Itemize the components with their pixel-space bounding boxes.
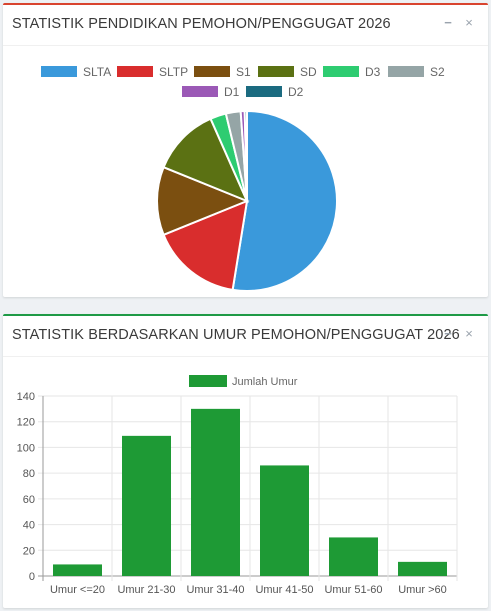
- legend-swatch-sd: [258, 66, 294, 77]
- y-tick-label: 0: [29, 571, 35, 583]
- pie-slice-d2: [243, 109, 248, 202]
- legend-label-jumlah-umur: Jumlah Umur: [232, 376, 298, 388]
- y-tick-label: 80: [23, 468, 35, 480]
- x-tick-label: Umur 31-40: [186, 584, 244, 596]
- y-tick-label: 120: [17, 417, 35, 429]
- education-pie-chart: SLTA SLTP S1 SD D3 S2 D1 D2: [41, 65, 445, 292]
- legend-label-d3: D3: [365, 65, 381, 79]
- legend-swatch-d1: [182, 86, 218, 97]
- legend-label-s2: S2: [430, 65, 445, 79]
- legend-swatch-s2: [388, 66, 424, 77]
- bar-3: [191, 408, 240, 576]
- panel-header: STATISTIK BERDASARKAN UMUR PEMOHON/PENGG…: [3, 316, 488, 357]
- legend-label-s1: S1: [236, 65, 251, 79]
- y-tick-label: 60: [23, 494, 35, 506]
- age-stats-panel: STATISTIK BERDASARKAN UMUR PEMOHON/PENGG…: [3, 314, 488, 608]
- legend-label-sltp: SLTP: [159, 65, 188, 79]
- pie-slice-slta: [231, 109, 338, 292]
- x-tick-label: Umur <=20: [50, 584, 105, 596]
- legend-swatch-sltp: [117, 66, 153, 77]
- pie-slice-sltp: [162, 199, 249, 291]
- pie-slice-sd: [162, 117, 249, 203]
- legend-label-slta: SLTA: [83, 65, 111, 79]
- legend-swatch-s1: [194, 66, 230, 77]
- panel-title: STATISTIK BERDASARKAN UMUR PEMOHON/PENGG…: [12, 327, 460, 343]
- x-tick-label: Umur 21-30: [117, 584, 175, 596]
- bar-4: [260, 465, 309, 576]
- legend-label-d2: D2: [288, 85, 304, 99]
- age-bar-chart: Jumlah Umur 0 20 40 60 80 100 120 140 Umur <=20 Um…: [17, 375, 458, 596]
- panel-header: STATISTIK PENDIDIKAN PEMOHON/PENGGUGAT 2…: [3, 5, 488, 46]
- bar-6: [398, 561, 447, 576]
- legend-swatch-slta: [41, 66, 77, 77]
- y-tick-label: 140: [17, 391, 35, 403]
- education-stats-panel: STATISTIK PENDIDIKAN PEMOHON/PENGGUGAT 2…: [3, 3, 488, 297]
- x-tick-label: Umur 41-50: [255, 584, 313, 596]
- minimize-icon[interactable]: −: [444, 15, 452, 30]
- legend-swatch-jumlah-umur: [189, 375, 227, 387]
- close-icon[interactable]: ×: [465, 15, 473, 30]
- bar-5: [329, 537, 378, 576]
- minimize-icon[interactable]: −: [444, 326, 452, 341]
- y-tick-label: 40: [23, 520, 35, 532]
- bar-1: [53, 564, 102, 576]
- y-tick-label: 20: [23, 545, 35, 557]
- y-tick-label: 100: [17, 442, 35, 454]
- legend-label-sd: SD: [300, 65, 317, 79]
- close-icon[interactable]: ×: [465, 326, 473, 341]
- x-tick-label: Umur >60: [398, 584, 447, 596]
- legend-label-d1: D1: [224, 85, 240, 99]
- pie-slice-s1: [156, 165, 250, 237]
- panel-title: STATISTIK PENDIDIKAN PEMOHON/PENGGUGAT 2…: [12, 16, 391, 32]
- legend-swatch-d3: [323, 66, 359, 77]
- bar-2: [122, 435, 171, 576]
- legend-swatch-d2: [246, 86, 282, 97]
- x-tick-label: Umur 51-60: [324, 584, 382, 596]
